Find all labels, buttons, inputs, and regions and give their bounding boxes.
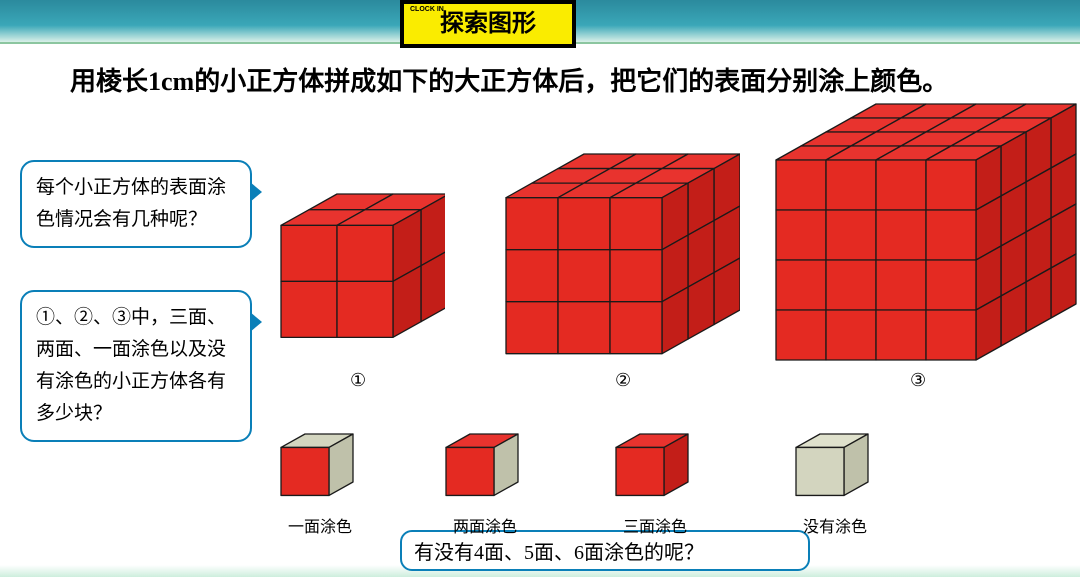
label-no-face: 没有涂色 [803, 513, 867, 537]
cube-no-face [790, 430, 875, 515]
bubble-1: 每个小正方体的表面涂色情况会有几种呢？ [20, 160, 252, 248]
title-box: CLOCK IN 探索图形 [400, 0, 576, 48]
title-small: CLOCK IN [410, 6, 444, 14]
label-three-face: 三面涂色 [623, 513, 687, 537]
bubble-2: ①、②、③中，三面、两面、一面涂色以及没有涂色的小正方体各有多少块？ [20, 290, 252, 442]
cube-three-face [610, 430, 695, 515]
main-text: 用棱长1cm的小正方体拼成如下的大正方体后，把它们的表面分别涂上颜色。 [70, 60, 1050, 104]
cube-two-face [440, 430, 525, 515]
label-circle-2: ② [615, 370, 631, 391]
cube-2x2 [275, 190, 445, 360]
label-two-face: 两面涂色 [453, 513, 517, 537]
cube-3x3 [500, 150, 740, 390]
title-text: 探索图形 [440, 10, 536, 37]
cube-one-face [275, 430, 360, 515]
label-circle-1: ① [350, 370, 366, 391]
label-circle-3: ③ [910, 370, 926, 391]
cube-4x4 [770, 100, 1080, 410]
label-one-face: 一面涂色 [288, 513, 352, 537]
